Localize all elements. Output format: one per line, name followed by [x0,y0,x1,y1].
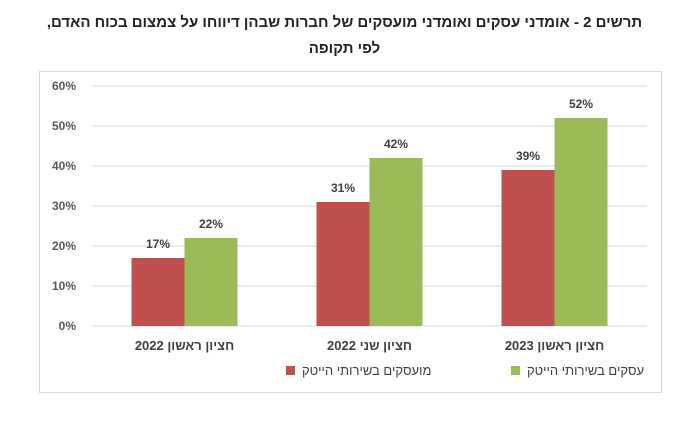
y-tick-label: 50% [52,119,76,133]
legend-swatch [286,366,295,375]
data-label: 22% [199,217,223,231]
x-tick-label: חציון ראשון 2022 [135,338,234,353]
data-labels: 17% 22% 31% 42% 39% 52% [146,97,593,251]
y-tick-label: 10% [52,279,76,293]
y-tick-label: 40% [52,159,76,173]
x-tick-label: חציון ראשון 2023 [505,338,604,353]
legend-label: עסקים בשירותי הייטק [527,363,644,378]
y-axis-ticks: 0% 10% 20% 30% 40% 50% 60% [52,79,76,333]
data-label: 42% [384,137,408,151]
bar [369,158,423,326]
chart-title-line-2: לפי תקופה [308,40,381,57]
chart-title: תרשים 2 - אומדני עסקים ואומדני מועסקים ש… [0,10,689,62]
bar [184,238,238,326]
legend-swatch [511,366,520,375]
bar [501,170,555,326]
y-tick-label: 30% [52,199,76,213]
data-label: 31% [331,181,355,195]
y-tick-label: 20% [52,239,76,253]
data-label: 39% [516,149,540,163]
x-axis-categories: חציון ראשון 2022 חציון שני 2022 חציון ראשו… [135,338,604,353]
bar [554,118,608,326]
x-tick-label: חציון שני 2022 [327,338,412,353]
bars [131,118,608,326]
chart-title-line-1: תרשים 2 - אומדני עסקים ואומדני מועסקים ש… [46,14,643,31]
y-tick-label: 60% [52,79,76,93]
legend: מועסקים בשירותי הייטק עסקים בשירותי הייטק [286,363,644,378]
data-label: 17% [146,237,170,251]
bar [316,202,370,326]
legend-label: מועסקים בשירותי הייטק [302,363,431,378]
y-tick-label: 0% [59,319,77,333]
data-label: 52% [569,97,593,111]
bar [131,258,185,326]
